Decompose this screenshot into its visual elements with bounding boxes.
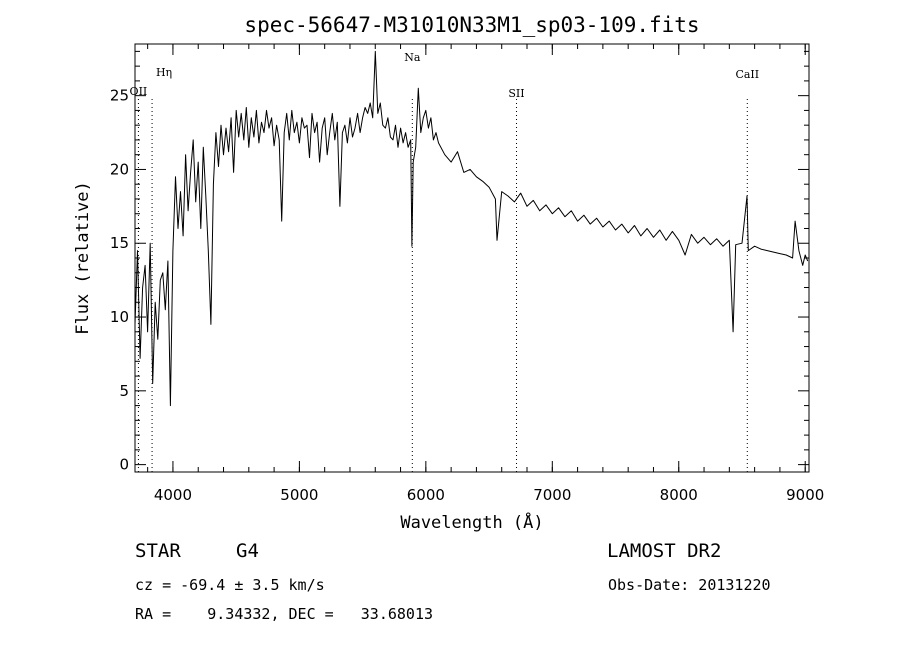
plot-frame (134, 43, 810, 473)
coordinates-text: RA = 9.34332, DEC = 33.68013 (135, 605, 434, 623)
x-tick-label: 6000 (407, 486, 445, 504)
x-tick-label: 5000 (280, 486, 318, 504)
survey-name: LAMOST DR2 (607, 540, 722, 562)
reference-line-label: SII (508, 87, 524, 100)
chart-title: spec-56647-M31010N33M1_sp03-109.fits (244, 13, 699, 37)
reference-lines: Hη OII Na SII CaII (130, 51, 759, 472)
axis-ticks: 4000 5000 6000 7000 8000 9000 0 5 10 15 20 25 (110, 44, 824, 504)
y-tick-label: 0 (119, 456, 129, 474)
x-tick-label: 4000 (154, 486, 192, 504)
y-tick-label: 25 (110, 87, 129, 105)
reference-line-label: Hη (156, 66, 172, 79)
y-tick-label: 5 (119, 382, 129, 400)
x-tick-label: 8000 (660, 486, 698, 504)
y-axis-label: Flux (relative) (73, 181, 93, 335)
y-tick-label: 10 (110, 308, 129, 326)
reference-line-label: CaII (735, 68, 759, 81)
y-tick-label: 20 (110, 160, 129, 178)
obs-date-text: Obs-Date: 20131220 (608, 576, 771, 594)
y-tick-label: 15 (110, 234, 129, 252)
x-tick-label: 9000 (786, 486, 824, 504)
reference-line-label: Na (404, 51, 421, 64)
object-class: STAR (135, 540, 181, 562)
subclass: G4 (236, 540, 259, 562)
series-line (134, 50, 809, 407)
redshift-text: cz = -69.4 ± 3.5 km/s (135, 576, 325, 594)
x-tick-label: 7000 (533, 486, 571, 504)
x-axis-label: Wavelength (Å) (400, 511, 543, 533)
reference-line-label: OII (130, 85, 148, 98)
